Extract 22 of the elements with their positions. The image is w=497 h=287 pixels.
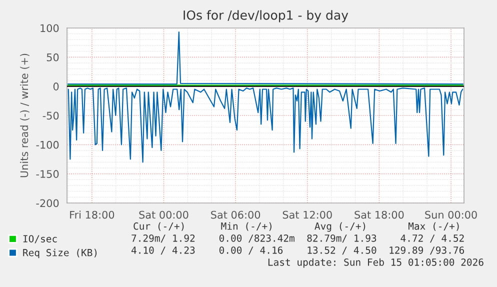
y-tick-label: 100 — [40, 24, 59, 32]
legend-label: IO/sec — [23, 235, 57, 244]
y-tick-label: -100 — [36, 140, 59, 149]
y-tick-label: -200 — [36, 199, 59, 208]
x-tick-label: Sun 00:00 — [425, 210, 477, 219]
text: Last update: Sun Feb 15 01:05:00 2026 — [268, 258, 484, 268]
x-tick-label: Fri 18:00 — [70, 210, 114, 219]
x-tick-label: Sat 00:00 — [139, 210, 188, 219]
chart-title: IOs for /dev/loop1 - by day — [184, 10, 348, 22]
y-tick-label: 50 — [46, 53, 59, 62]
text: Cur (-/+) Min (-/+) Avg (-/+) Max (-/+) — [134, 222, 459, 232]
y-tick-label: -150 — [36, 170, 59, 178]
line-series — [68, 88, 464, 163]
x-tick-label: Sat 12:00 — [282, 210, 332, 219]
y-axis-title: Units read (-) / write (+) — [20, 54, 30, 178]
y-tick-label: 0 — [53, 82, 59, 90]
text: 7.29m/ 1.92 0.00 /823.42m 82.79m/ 1.93 4.72 / 4.52 — [132, 234, 464, 243]
x-tick-label: Sat 18:00 — [354, 210, 404, 219]
y-tick-label: -50 — [42, 112, 59, 120]
x-tick-label: Sat 06:00 — [211, 210, 260, 219]
text: 4.10 / 4.23 0.00 / 4.16 13.52 / 4.50 129.89 /93.76 — [131, 246, 464, 255]
legend-label: Req Size (KB) — [23, 248, 97, 258]
